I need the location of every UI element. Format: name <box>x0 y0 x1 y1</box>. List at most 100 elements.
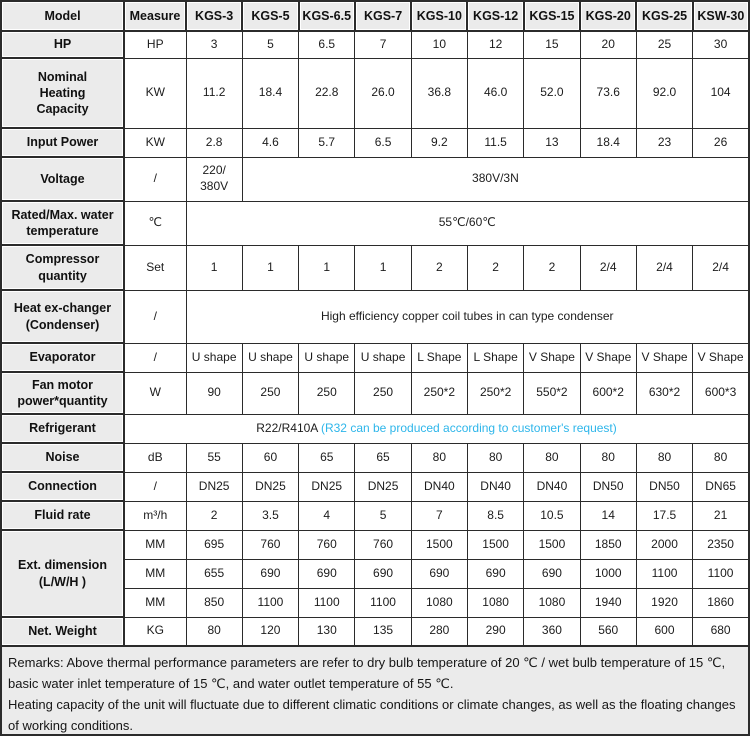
cell-compressor-quantity-4: 1 <box>354 244 412 291</box>
cell-fluid-rate-3: 4 <box>298 500 356 531</box>
row-noise: Noise dB 55 60 65 65 80 80 80 80 80 80 <box>0 442 750 473</box>
cell-noise-8: 80 <box>579 442 637 473</box>
cell-compressor-quantity-7: 2 <box>523 244 581 291</box>
remarks-line-1: Remarks: Above thermal performance param… <box>8 655 726 691</box>
column-header-model: Model <box>0 0 125 32</box>
cell-connection-2: DN25 <box>241 471 300 502</box>
row-label-evaporator: Evaporator <box>0 342 125 373</box>
row-ext-dimension-2: MM 655 690 690 690 690 690 690 1000 1100 1100 <box>1 558 750 589</box>
measure-voltage: / <box>123 156 187 202</box>
cell-evaporator-10: V Shape <box>692 342 750 373</box>
cell-noise-10: 80 <box>692 442 750 473</box>
row-connection: Connection / DN25 DN25 DN25 DN25 DN40 DN40 DN40 D… <box>0 471 750 502</box>
cell-evaporator-7: V Shape <box>523 342 581 373</box>
row-label-net-weight: Net. Weight <box>0 616 125 647</box>
cell-evaporator-6: L Shape <box>466 342 525 373</box>
cell-net-weight-10: 680 <box>692 616 750 647</box>
cell-nominal-heating-capacity-1: 11.2 <box>185 57 243 129</box>
cell-ext-dimension-3-6: 1080 <box>466 587 525 618</box>
column-header-kgs-5: KGS-5 <box>241 0 300 32</box>
cell-fan-motor-power-quantity-5: 250*2 <box>410 371 468 415</box>
cell-hp-8: 20 <box>579 30 637 59</box>
cell-ext-dimension-2-1: 655 <box>185 558 243 589</box>
cell-net-weight-3: 130 <box>298 616 356 647</box>
row-label-connection: Connection <box>0 471 125 502</box>
cell-fan-motor-power-quantity-1: 90 <box>185 371 243 415</box>
cell-connection-5: DN40 <box>410 471 468 502</box>
row-refrigerant: Refrigerant R22/R410A (R32 can be produce… <box>0 413 750 444</box>
cell-fluid-rate-4: 5 <box>354 500 412 531</box>
row-nominal-heating-capacity: Nominal Heating Capacity KW 11.2 18.4 22.8 26.0… <box>0 57 750 129</box>
column-header-kgs-3: KGS-3 <box>184 0 244 32</box>
column-header-kgs-12: KGS-12 <box>466 0 525 32</box>
cell-noise-3: 65 <box>298 442 356 473</box>
cell-compressor-quantity-5: 2 <box>410 244 468 291</box>
measure-nominal-heating-capacity: KW <box>123 57 187 129</box>
measure-evaporator: / <box>123 342 187 373</box>
cell-net-weight-5: 280 <box>410 616 468 647</box>
cell-fan-motor-power-quantity-10: 600*3 <box>692 371 750 415</box>
cell-input-power-4: 6.5 <box>354 127 412 158</box>
remarks-section: Remarks: Above thermal performance param… <box>0 647 750 736</box>
cell-hp-10: 30 <box>692 30 750 59</box>
cell-input-power-8: 18.4 <box>579 127 637 158</box>
column-header-kgs-10: KGS-10 <box>410 0 469 32</box>
cell-hp-6: 12 <box>466 30 525 59</box>
cell-connection-1: DN25 <box>185 471 243 502</box>
cell-ext-dimension-3-3: 1100 <box>298 587 356 618</box>
column-header-ksw-30: KSW-30 <box>691 0 750 32</box>
header-row: Model Measure KGS-3 KGS-5 KGS-6.5 KGS-7 KGS-10… <box>0 0 750 32</box>
cell-compressor-quantity-8: 2/4 <box>579 244 637 291</box>
cell-fan-motor-power-quantity-4: 250 <box>354 371 412 415</box>
cell-connection-6: DN40 <box>466 471 525 502</box>
row-label-heat-exchanger-condenser: Heat ex-changer (Condenser) <box>0 289 125 344</box>
measure-fan-motor-power-quantity: W <box>123 371 187 415</box>
cell-ext-dimension-1-7: 1500 <box>523 529 581 560</box>
row-compressor-quantity: Compressor quantity Set 1 1 1 1 2 2 2 2/4 2/4 2/4 <box>0 244 750 291</box>
cell-ext-dimension-2-5: 690 <box>410 558 468 589</box>
row-label-refrigerant: Refrigerant <box>0 413 125 444</box>
cell-input-power-3: 5.7 <box>298 127 356 158</box>
cell-compressor-quantity-3: 1 <box>298 244 356 291</box>
cell-nominal-heating-capacity-5: 36.8 <box>410 57 468 129</box>
cell-evaporator-1: U shape <box>185 342 243 373</box>
cell-input-power-9: 23 <box>635 127 694 158</box>
cell-net-weight-1: 80 <box>185 616 243 647</box>
column-header-measure: Measure <box>123 0 187 32</box>
cell-fluid-rate-5: 7 <box>410 500 468 531</box>
cell-ext-dimension-1-9: 2000 <box>635 529 694 560</box>
row-label-fan-motor-power-quantity: Fan motor power*quantity <box>0 371 125 415</box>
cell-ext-dimension-1-2: 760 <box>241 529 300 560</box>
cell-net-weight-8: 560 <box>579 616 637 647</box>
cell-fluid-rate-2: 3.5 <box>241 500 300 531</box>
cell-ext-dimension-2-3: 690 <box>298 558 356 589</box>
column-header-kgs-7: KGS-7 <box>353 0 413 32</box>
cell-input-power-7: 13 <box>523 127 581 158</box>
cell-net-weight-7: 360 <box>523 616 581 647</box>
cell-connection-3: DN25 <box>298 471 356 502</box>
cell-heat-exchanger-condenser-1: High efficiency copper coil tubes in can… <box>185 289 750 344</box>
cell-ext-dimension-2-8: 1000 <box>579 558 637 589</box>
cell-nominal-heating-capacity-4: 26.0 <box>354 57 412 129</box>
cell-evaporator-5: L Shape <box>410 342 468 373</box>
row-rated-max-water-temperature: Rated/Max. water temperature ℃ 55℃/60℃ <box>0 200 750 246</box>
row-label-compressor-quantity: Compressor quantity <box>0 244 125 291</box>
row-ext-dimension-1: Ext. dimension (L/W/H ) MM 695 760 760 760 1500… <box>0 529 750 618</box>
column-header-kgs-6.5: KGS-6.5 <box>297 0 356 32</box>
cell-noise-5: 80 <box>410 442 468 473</box>
cell-input-power-10: 26 <box>692 127 750 158</box>
cell-net-weight-9: 600 <box>635 616 694 647</box>
spec-table: Model Measure KGS-3 KGS-5 KGS-6.5 KGS-7 KGS-10… <box>0 0 750 647</box>
cell-hp-5: 10 <box>410 30 468 59</box>
row-label-voltage: Voltage <box>0 156 125 202</box>
cell-voltage-1: 220/380V <box>185 156 243 202</box>
cell-hp-4: 7 <box>354 30 412 59</box>
cell-ext-dimension-3-4: 1100 <box>354 587 412 618</box>
cell-ext-dimension-1-3: 760 <box>298 529 356 560</box>
measure-hp: HP <box>123 30 187 59</box>
cell-hp-9: 25 <box>635 30 694 59</box>
cell-hp-1: 3 <box>185 30 243 59</box>
cell-compressor-quantity-9: 2/4 <box>635 244 694 291</box>
measure-noise: dB <box>123 442 187 473</box>
